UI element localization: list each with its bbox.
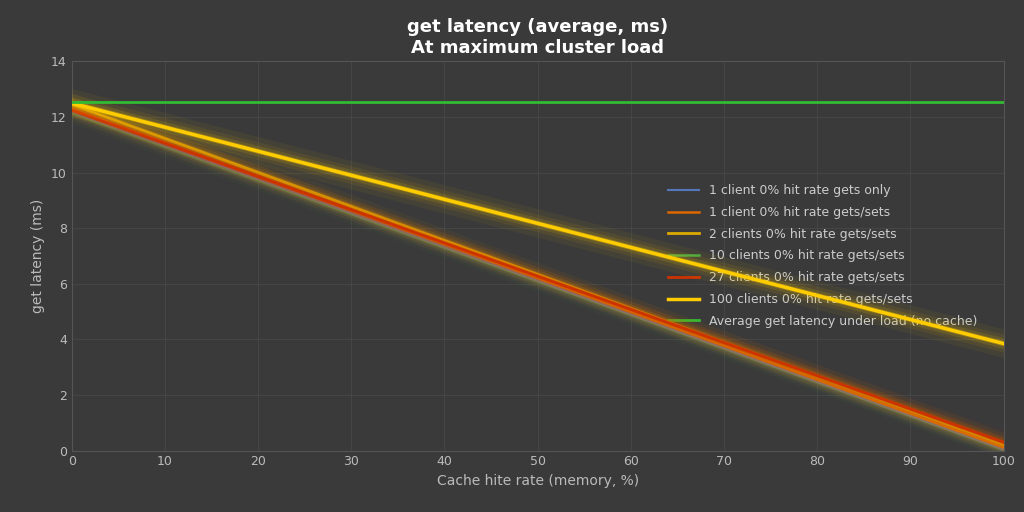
27 clients 0% hit rate gets/sets [66, 107, 78, 113]
1 client 0% hit rate gets/sets [829, 383, 842, 389]
2 clients 0% hit rate gets/sets [829, 380, 842, 386]
2 clients 0% hit rate gets/sets [569, 285, 582, 291]
1 client 0% hit rate gets/sets [508, 266, 520, 272]
1 client 0% hit rate gets only [975, 438, 987, 444]
1 client 0% hit rate gets/sets [514, 268, 526, 274]
1 client 0% hit rate gets/sets [621, 307, 633, 313]
1 client 0% hit rate gets/sets [997, 444, 1010, 450]
100 clients 0% hit rate gets/sets [975, 335, 987, 341]
2 clients 0% hit rate gets/sets [66, 101, 78, 108]
Average get latency under load (no cache) [621, 99, 633, 105]
Average get latency under load (no cache) [514, 99, 526, 105]
Average get latency under load (no cache) [975, 99, 987, 105]
Line: 1 client 0% hit rate gets only: 1 client 0% hit rate gets only [72, 112, 1004, 449]
27 clients 0% hit rate gets/sets [621, 305, 633, 311]
Line: 27 clients 0% hit rate gets/sets: 27 clients 0% hit rate gets/sets [72, 110, 1004, 442]
2 clients 0% hit rate gets/sets [621, 304, 633, 310]
2 clients 0% hit rate gets/sets [508, 263, 520, 269]
Average get latency under load (no cache) [508, 99, 520, 105]
27 clients 0% hit rate gets/sets [829, 379, 842, 386]
10 clients 0% hit rate gets/sets [621, 310, 633, 316]
100 clients 0% hit rate gets/sets [829, 297, 842, 303]
27 clients 0% hit rate gets/sets [975, 431, 987, 437]
10 clients 0% hit rate gets/sets [975, 438, 987, 444]
1 client 0% hit rate gets only [621, 309, 633, 315]
Line: 1 client 0% hit rate gets/sets: 1 client 0% hit rate gets/sets [72, 109, 1004, 447]
Legend: 1 client 0% hit rate gets only, 1 client 0% hit rate gets/sets, 2 clients 0% hit: 1 client 0% hit rate gets only, 1 client… [655, 172, 990, 340]
27 clients 0% hit rate gets/sets [508, 265, 520, 271]
1 client 0% hit rate gets only [997, 446, 1010, 452]
Average get latency under load (no cache) [997, 99, 1010, 105]
1 client 0% hit rate gets only [514, 271, 526, 277]
Average get latency under load (no cache) [829, 99, 842, 105]
1 client 0% hit rate gets/sets [975, 436, 987, 442]
Line: 100 clients 0% hit rate gets/sets: 100 clients 0% hit rate gets/sets [72, 103, 1004, 344]
Average get latency under load (no cache) [66, 99, 78, 105]
10 clients 0% hit rate gets/sets [997, 446, 1010, 452]
100 clients 0% hit rate gets/sets [621, 243, 633, 249]
10 clients 0% hit rate gets/sets [508, 269, 520, 275]
100 clients 0% hit rate gets/sets [997, 340, 1010, 347]
1 client 0% hit rate gets only [829, 385, 842, 391]
2 clients 0% hit rate gets/sets [997, 441, 1010, 447]
1 client 0% hit rate gets only [569, 291, 582, 297]
100 clients 0% hit rate gets/sets [508, 214, 520, 220]
100 clients 0% hit rate gets/sets [514, 216, 526, 222]
10 clients 0% hit rate gets/sets [569, 292, 582, 298]
Y-axis label: get latency (ms): get latency (ms) [32, 199, 45, 313]
27 clients 0% hit rate gets/sets [569, 287, 582, 293]
27 clients 0% hit rate gets/sets [514, 267, 526, 273]
2 clients 0% hit rate gets/sets [975, 433, 987, 439]
10 clients 0% hit rate gets/sets [514, 271, 526, 278]
X-axis label: Cache hite rate (memory, %): Cache hite rate (memory, %) [436, 474, 639, 488]
100 clients 0% hit rate gets/sets [569, 230, 582, 237]
1 client 0% hit rate gets only [66, 109, 78, 115]
1 client 0% hit rate gets/sets [66, 105, 78, 112]
Average get latency under load (no cache) [569, 99, 582, 105]
10 clients 0% hit rate gets/sets [829, 386, 842, 392]
1 client 0% hit rate gets only [508, 269, 520, 275]
Title: get latency (average, ms)
At maximum cluster load: get latency (average, ms) At maximum clu… [407, 18, 669, 57]
1 client 0% hit rate gets/sets [569, 289, 582, 295]
10 clients 0% hit rate gets/sets [66, 110, 78, 116]
Line: 10 clients 0% hit rate gets/sets: 10 clients 0% hit rate gets/sets [72, 113, 1004, 449]
100 clients 0% hit rate gets/sets [66, 100, 78, 106]
27 clients 0% hit rate gets/sets [997, 439, 1010, 445]
2 clients 0% hit rate gets/sets [514, 265, 526, 271]
Line: 2 clients 0% hit rate gets/sets: 2 clients 0% hit rate gets/sets [72, 104, 1004, 444]
